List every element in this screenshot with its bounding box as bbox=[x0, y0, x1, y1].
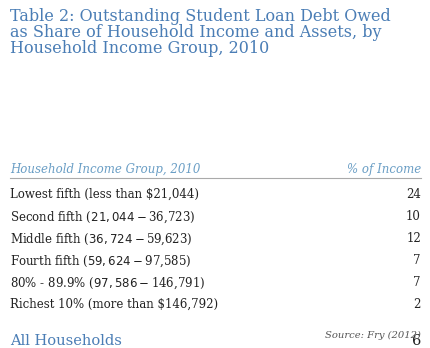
Text: Fourth fifth ($59,624 - $97,585): Fourth fifth ($59,624 - $97,585) bbox=[10, 254, 191, 269]
Text: Table 2: Outstanding Student Loan Debt Owed: Table 2: Outstanding Student Loan Debt O… bbox=[10, 8, 390, 25]
Text: 2: 2 bbox=[413, 298, 420, 311]
Text: Second fifth ($21,044 - $36,723): Second fifth ($21,044 - $36,723) bbox=[10, 210, 195, 226]
Text: All Households: All Households bbox=[10, 334, 122, 348]
Text: Richest 10% (more than $146,792): Richest 10% (more than $146,792) bbox=[10, 298, 218, 311]
Text: Lowest fifth (less than $21,044): Lowest fifth (less than $21,044) bbox=[10, 188, 199, 201]
Text: 6: 6 bbox=[411, 334, 420, 348]
Text: 12: 12 bbox=[405, 232, 420, 245]
Text: Household Income Group, 2010: Household Income Group, 2010 bbox=[10, 163, 200, 176]
Text: Middle fifth ($36,724 - $59,623): Middle fifth ($36,724 - $59,623) bbox=[10, 232, 192, 247]
Text: 80% - 89.9% ($97,586 - $146,791): 80% - 89.9% ($97,586 - $146,791) bbox=[10, 276, 205, 292]
Text: 24: 24 bbox=[405, 188, 420, 201]
Text: Source: Fry (2012): Source: Fry (2012) bbox=[324, 331, 420, 340]
Text: 10: 10 bbox=[405, 210, 420, 223]
Text: 7: 7 bbox=[412, 254, 420, 267]
Text: Household Income Group, 2010: Household Income Group, 2010 bbox=[10, 40, 269, 57]
Text: as Share of Household Income and Assets, by: as Share of Household Income and Assets,… bbox=[10, 24, 381, 41]
Text: 7: 7 bbox=[412, 276, 420, 289]
Text: % of Income: % of Income bbox=[346, 163, 420, 176]
